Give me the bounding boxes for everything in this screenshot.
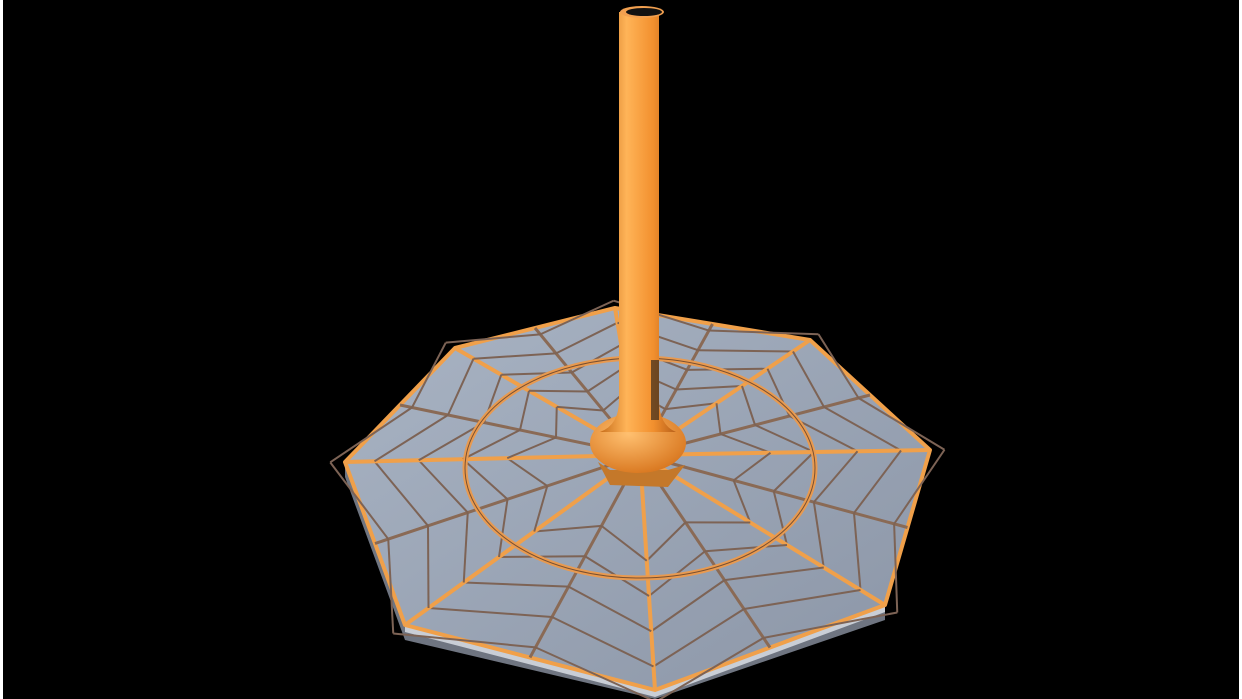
rib <box>501 371 572 376</box>
rib <box>519 390 530 431</box>
main-beam <box>638 453 887 607</box>
rib <box>812 501 825 568</box>
rib <box>329 406 413 464</box>
rib <box>462 429 521 461</box>
rib <box>506 436 557 460</box>
rib <box>857 397 946 451</box>
rib <box>743 589 861 610</box>
rib <box>733 451 772 482</box>
rib <box>556 405 604 412</box>
rib <box>773 451 815 492</box>
rib <box>792 351 825 408</box>
rib <box>708 329 819 336</box>
rib <box>724 566 824 582</box>
rib <box>373 460 429 527</box>
tower-shadow <box>651 360 659 420</box>
rib <box>393 632 536 649</box>
rib <box>551 616 654 668</box>
rib <box>853 449 902 514</box>
rib <box>600 525 648 562</box>
rib <box>473 352 557 360</box>
rib <box>763 611 898 639</box>
rib <box>646 521 687 562</box>
rib <box>571 343 622 374</box>
rib <box>720 433 771 454</box>
main-beam <box>403 453 642 627</box>
rib <box>329 461 390 540</box>
rib <box>427 525 430 609</box>
rib <box>586 365 626 393</box>
rib <box>893 449 946 525</box>
rib <box>411 342 447 408</box>
rib <box>658 637 765 699</box>
rib <box>697 349 794 353</box>
rib <box>373 414 449 463</box>
rib <box>534 524 602 533</box>
rib <box>528 389 588 393</box>
rib <box>687 367 768 371</box>
border-left <box>0 0 3 699</box>
rib <box>463 581 569 588</box>
rib <box>428 607 553 618</box>
rib <box>772 491 788 546</box>
rib <box>555 321 618 355</box>
rib <box>823 406 902 452</box>
rib <box>704 544 788 553</box>
hub-base <box>598 462 685 487</box>
rib <box>652 608 745 668</box>
rib <box>462 512 469 583</box>
tower-opening <box>626 8 662 16</box>
rib <box>535 646 653 699</box>
tower <box>600 12 676 432</box>
main-beam <box>639 448 931 457</box>
rib <box>418 459 469 514</box>
rib <box>732 480 752 523</box>
rib <box>893 523 899 613</box>
rib <box>754 424 815 453</box>
rib <box>555 406 558 438</box>
rib <box>533 485 549 532</box>
rib <box>506 457 548 487</box>
rib <box>676 385 743 391</box>
main-beam <box>344 453 641 464</box>
rib <box>715 403 722 435</box>
rib <box>447 358 475 416</box>
main-beam <box>638 454 657 691</box>
border-right <box>1239 0 1242 699</box>
rib <box>813 450 859 503</box>
rib <box>445 333 541 344</box>
rib <box>741 385 756 426</box>
rib <box>418 421 485 462</box>
rib <box>568 585 652 633</box>
rib <box>462 458 509 500</box>
rib <box>817 333 860 399</box>
rib <box>650 579 726 633</box>
rib <box>665 402 717 411</box>
rib <box>498 499 509 558</box>
rib <box>853 512 862 591</box>
rib <box>539 299 615 336</box>
rib <box>387 539 395 634</box>
